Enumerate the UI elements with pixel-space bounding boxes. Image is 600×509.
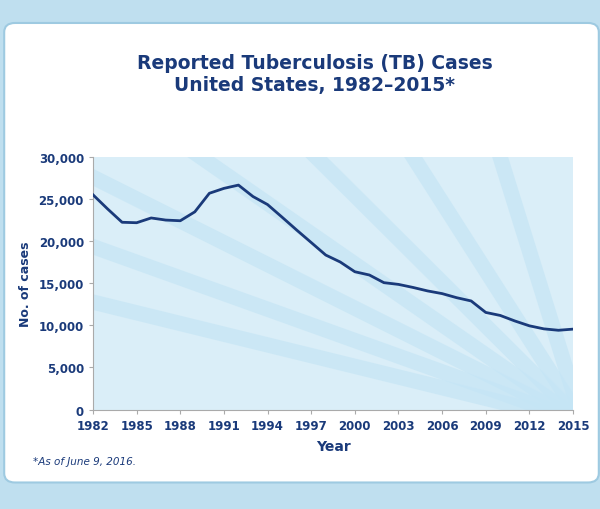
Text: *As of June 9, 2016.: *As of June 9, 2016.: [33, 456, 136, 466]
FancyBboxPatch shape: [4, 24, 599, 483]
X-axis label: Year: Year: [316, 439, 350, 453]
Y-axis label: No. of cases: No. of cases: [19, 241, 32, 326]
Text: Reported Tuberculosis (TB) Cases
United States, 1982–2015*: Reported Tuberculosis (TB) Cases United …: [137, 53, 493, 94]
